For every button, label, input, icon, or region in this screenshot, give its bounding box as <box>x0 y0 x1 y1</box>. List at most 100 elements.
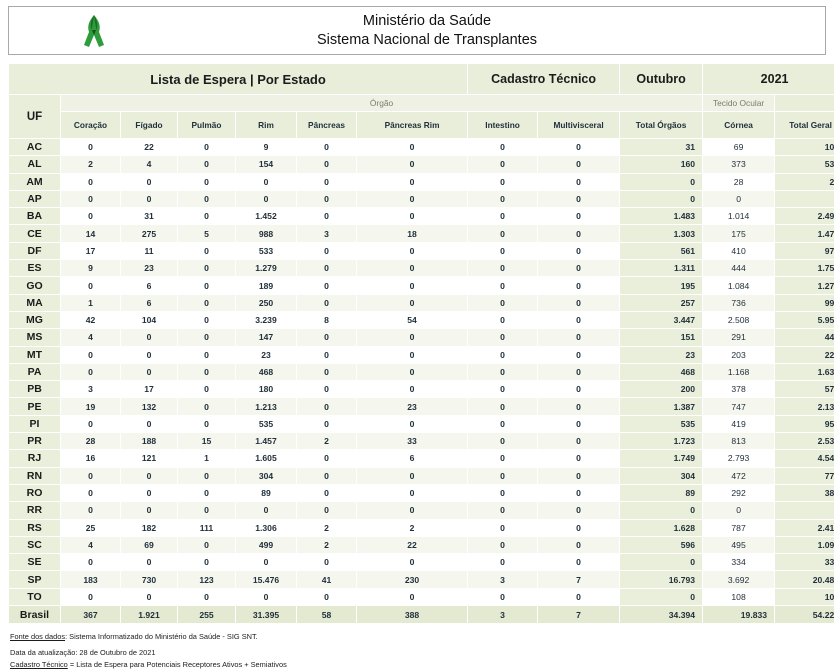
table-row: AC0220900003169100 <box>9 139 834 156</box>
group-header-blank <box>775 95 834 112</box>
cell-intestino: 0 <box>468 208 538 225</box>
cell-total-orgaos: 0 <box>620 502 703 519</box>
cell-figado: 188 <box>121 433 178 450</box>
cell-total-orgaos: 160 <box>620 156 703 173</box>
cell-pulmao: 0 <box>178 156 236 173</box>
cell-uf: RS <box>9 519 61 536</box>
cell-cornea: 747 <box>703 398 775 415</box>
cell-total-geral: 954 <box>775 415 834 432</box>
cell-total-geral: 0 <box>775 190 834 207</box>
cell-multivisceral: 0 <box>538 363 620 380</box>
cell-coracao: 16 <box>61 450 121 467</box>
cell-intestino: 0 <box>468 242 538 259</box>
cell-multivisceral: 7 <box>538 606 620 624</box>
cell-uf: SP <box>9 571 61 588</box>
cell-rim: 180 <box>236 381 297 398</box>
cell-figado: 6 <box>121 294 178 311</box>
cell-pancreas-rim: 0 <box>357 156 468 173</box>
cell-uf: ES <box>9 260 61 277</box>
cell-total-orgaos: 1.387 <box>620 398 703 415</box>
masthead-title: Ministério da Saúde Sistema Nacional de … <box>179 12 825 49</box>
logo-container <box>9 13 179 49</box>
cell-pancreas-rim: 0 <box>357 173 468 190</box>
column-header-total-geral: Total Geral <box>775 112 834 139</box>
cell-total-orgaos: 23 <box>620 346 703 363</box>
cell-uf: GO <box>9 277 61 294</box>
cell-total-orgaos: 31 <box>620 139 703 156</box>
cell-coracao: 19 <box>61 398 121 415</box>
cell-rim: 1.306 <box>236 519 297 536</box>
cell-pancreas-rim: 0 <box>357 381 468 398</box>
cell-pancreas: 0 <box>297 173 357 190</box>
cell-coracao: 183 <box>61 571 121 588</box>
cell-total-orgaos: 0 <box>620 173 703 190</box>
cell-multivisceral: 0 <box>538 450 620 467</box>
column-header-figado: Fígado <box>121 112 178 139</box>
cell-uf: MT <box>9 346 61 363</box>
cell-total-orgaos: 535 <box>620 415 703 432</box>
cell-pancreas: 41 <box>297 571 357 588</box>
cell-pancreas: 0 <box>297 502 357 519</box>
cell-rim: 189 <box>236 277 297 294</box>
cell-pancreas: 2 <box>297 536 357 553</box>
cell-intestino: 0 <box>468 467 538 484</box>
cell-cornea: 410 <box>703 242 775 259</box>
cell-total-orgaos: 195 <box>620 277 703 294</box>
cell-multivisceral: 7 <box>538 571 620 588</box>
cell-pulmao: 5 <box>178 225 236 242</box>
cell-figado: 0 <box>121 502 178 519</box>
cell-pulmao: 0 <box>178 277 236 294</box>
cell-pulmao: 0 <box>178 588 236 605</box>
cell-pancreas: 0 <box>297 139 357 156</box>
cell-intestino: 0 <box>468 588 538 605</box>
cell-total-orgaos: 304 <box>620 467 703 484</box>
cell-uf: AC <box>9 139 61 156</box>
cell-pulmao: 15 <box>178 433 236 450</box>
cell-pancreas-rim: 0 <box>357 484 468 501</box>
cell-intestino: 0 <box>468 415 538 432</box>
cell-pancreas-rim: 0 <box>357 208 468 225</box>
cell-total-orgaos: 200 <box>620 381 703 398</box>
cell-multivisceral: 0 <box>538 484 620 501</box>
column-header-pulmao: Pulmão <box>178 112 236 139</box>
cell-figado: 182 <box>121 519 178 536</box>
cell-pancreas-rim: 0 <box>357 277 468 294</box>
cell-pulmao: 0 <box>178 173 236 190</box>
cell-total-orgaos: 0 <box>620 190 703 207</box>
cell-pancreas-rim: 18 <box>357 225 468 242</box>
cell-cornea: 1.168 <box>703 363 775 380</box>
cell-total-geral: 108 <box>775 588 834 605</box>
cell-total-orgaos: 1.483 <box>620 208 703 225</box>
cell-total-geral: 1.636 <box>775 363 834 380</box>
cell-pancreas: 3 <box>297 225 357 242</box>
cell-cornea: 373 <box>703 156 775 173</box>
cell-total-geral: 334 <box>775 554 834 571</box>
cell-total-geral: 993 <box>775 294 834 311</box>
cell-multivisceral: 0 <box>538 260 620 277</box>
cell-coracao: 4 <box>61 536 121 553</box>
cell-pulmao: 0 <box>178 536 236 553</box>
column-header-multivisceral: Multivisceral <box>538 112 620 139</box>
table-row: RO00089000089292381 <box>9 484 834 501</box>
table-title-row: Lista de Espera | Por Estado Cadastro Té… <box>9 64 834 95</box>
cell-intestino: 0 <box>468 484 538 501</box>
cell-figado: 22 <box>121 139 178 156</box>
cell-coracao: 4 <box>61 329 121 346</box>
cell-figado: 0 <box>121 467 178 484</box>
cell-rim: 1.213 <box>236 398 297 415</box>
cell-coracao: 0 <box>61 277 121 294</box>
cell-intestino: 0 <box>468 519 538 536</box>
cell-cornea: 19.833 <box>703 606 775 624</box>
cell-coracao: 42 <box>61 311 121 328</box>
cell-intestino: 0 <box>468 260 538 277</box>
cell-rim: 535 <box>236 415 297 432</box>
cell-pancreas: 0 <box>297 208 357 225</box>
cell-total-geral: 4.542 <box>775 450 834 467</box>
note-update: Data da atualização: 28 de Outubro de 20… <box>10 647 826 658</box>
cell-pancreas: 0 <box>297 554 357 571</box>
cell-total-orgaos: 1.303 <box>620 225 703 242</box>
cell-coracao: 0 <box>61 346 121 363</box>
